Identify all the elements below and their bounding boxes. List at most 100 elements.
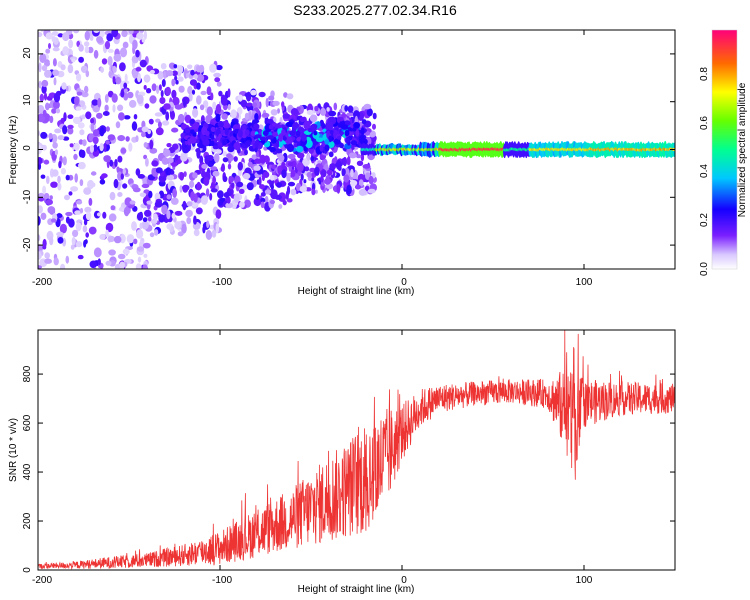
heatmap-cell	[268, 124, 273, 130]
heatmap-cell	[74, 173, 78, 183]
heatmap-cell	[210, 166, 218, 171]
heatmap-marks	[38, 30, 675, 269]
heatmap-cell	[223, 104, 228, 111]
heatmap-cell	[174, 221, 182, 230]
heatmap-cell	[51, 36, 57, 43]
heatmap-cell	[45, 32, 53, 40]
colorbar-tick-label: 0.0	[699, 262, 710, 276]
heatmap-cell	[38, 265, 42, 269]
heatmap-cell	[151, 160, 159, 167]
heatmap-cell	[170, 197, 179, 205]
heatmap-cell	[136, 212, 144, 221]
heatmap-cell	[212, 170, 220, 177]
heatmap-cell	[281, 169, 287, 179]
heatmap-cell	[328, 135, 333, 143]
heatmap-cell	[114, 159, 118, 167]
heatmap-cell	[185, 209, 193, 218]
heatmap-cell	[372, 123, 376, 130]
heatmap-cell	[206, 154, 214, 161]
heatmap-cell	[180, 153, 188, 162]
heatmap-cell	[43, 92, 48, 101]
colorbar-tick-label: 0.6	[699, 116, 710, 130]
heatmap-cell	[222, 139, 228, 145]
heatmap-cell	[270, 184, 274, 190]
heatmap-cell	[124, 73, 128, 82]
heatmap-cell	[122, 183, 128, 189]
heatmap-cell	[171, 89, 177, 99]
heatmap-cell	[122, 168, 127, 175]
heatmap-cell	[329, 129, 334, 135]
heatmap-cell	[44, 258, 52, 264]
heatmap-cell	[267, 135, 274, 140]
heatmap-cell	[244, 92, 251, 98]
heatmap-cell	[112, 104, 116, 113]
chart-title: S233.2025.277.02.34.R16	[293, 2, 457, 18]
heatmap-cell	[105, 126, 110, 132]
heatmap-cell	[227, 163, 232, 170]
heatmap-cell	[88, 226, 97, 235]
heatmap-cell	[57, 175, 61, 184]
heatmap-cell	[290, 108, 299, 116]
heatmap-cell	[174, 210, 183, 216]
heatmap-cell	[154, 229, 159, 236]
heatmap-cell	[287, 181, 296, 187]
heatmap-cell	[199, 104, 205, 111]
snr-ytick-label: 200	[22, 512, 33, 529]
heatmap-cell	[282, 200, 287, 206]
heatmap-cell	[54, 149, 59, 156]
heatmap-cell	[161, 79, 166, 87]
heatmap-cell	[38, 251, 42, 260]
heatmap-cell	[146, 88, 152, 94]
heatmap-cell	[80, 149, 86, 159]
heatmap-cell	[82, 225, 88, 233]
heatmap-cell	[115, 121, 121, 129]
heatmap-cell	[144, 209, 152, 217]
heatmap-cell	[210, 140, 215, 147]
heatmap-cell	[62, 32, 70, 42]
heatmap-cell	[133, 114, 138, 120]
heatmap-cell	[84, 85, 89, 94]
heatmap-cell	[184, 127, 191, 134]
heatmap-cell	[166, 143, 172, 148]
heatmap-cell	[211, 229, 217, 238]
heatmap-cell	[237, 94, 243, 102]
heatmap-cell	[301, 133, 307, 142]
heatmap-cell	[117, 253, 126, 260]
heatmap-cell	[131, 121, 138, 131]
heatmap-cell	[42, 185, 47, 194]
heatmap-cell	[272, 100, 280, 106]
heatmap-cell	[44, 252, 50, 259]
heatmap-cell	[309, 114, 318, 122]
heatmap-cell	[350, 168, 354, 178]
spectrogram-xtick-label: -100	[212, 277, 232, 288]
heatmap-cell	[242, 172, 251, 180]
heatmap-cell	[345, 138, 350, 143]
heatmap-cell	[53, 257, 59, 266]
heatmap-cell	[39, 53, 47, 64]
heatmap-cell	[362, 164, 371, 169]
heatmap-cell	[104, 94, 109, 103]
heatmap-cell	[192, 122, 200, 130]
heatmap-cell	[38, 162, 42, 170]
heatmap-cell	[112, 76, 116, 85]
heatmap-cell	[57, 182, 62, 191]
heatmap-cell	[237, 129, 243, 138]
snr-ytick-label: 400	[22, 463, 33, 480]
heatmap-cell	[188, 92, 193, 102]
heatmap-cell	[52, 69, 60, 77]
heatmap-cell	[196, 82, 201, 90]
heatmap-cell	[340, 124, 349, 130]
heatmap-cell	[135, 168, 141, 176]
heatmap-cell	[259, 154, 266, 161]
heatmap-cell	[143, 85, 147, 90]
heatmap-cell	[259, 136, 266, 141]
heatmap-cell	[38, 215, 41, 226]
heatmap-cell	[205, 188, 210, 197]
heatmap-cell	[68, 191, 73, 196]
heatmap-cell	[187, 64, 193, 70]
heatmap-cell	[132, 39, 138, 50]
colorbar-gradient	[712, 30, 737, 269]
heatmap-cell	[324, 139, 330, 145]
heatmap-cell	[210, 92, 214, 101]
